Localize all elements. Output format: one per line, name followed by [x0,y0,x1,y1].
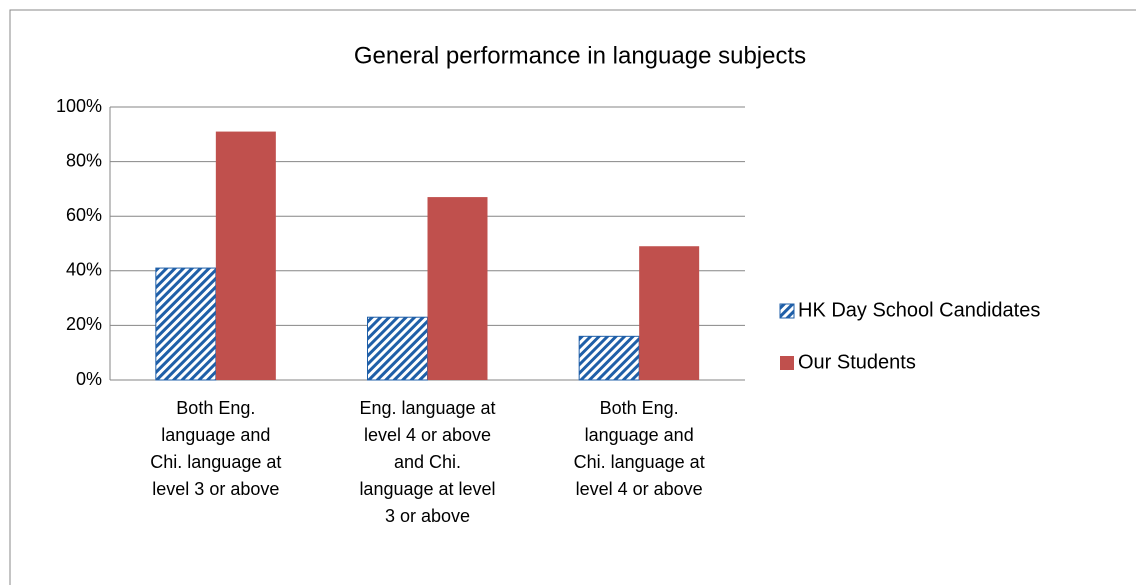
bar [215,131,276,380]
y-tick-label: 80% [66,150,102,170]
chart-border [9,9,1136,585]
bar [639,246,700,380]
x-tick-label: Both Eng. language and Chi. language at … [150,398,282,499]
bar [155,267,217,381]
y-tick-label: 100% [56,96,102,116]
chart-title: General performance in language subjects [354,42,806,69]
y-tick-label: 40% [66,260,102,280]
legend-label: HK Day School Candidates [798,299,1040,321]
legend-swatch [780,356,794,370]
bar [367,316,428,381]
x-tick-label: Both Eng. language and Chi. language at … [573,398,705,499]
bar [578,335,640,381]
y-tick-label: 0% [76,369,102,389]
y-tick-label: 60% [66,205,102,225]
legend-swatch [779,303,795,319]
y-tick-label: 20% [66,314,102,334]
x-tick-label: Eng. language at level 4 or above and Ch… [359,398,496,526]
bar [427,197,488,380]
legend-label: Our Students [798,351,916,373]
